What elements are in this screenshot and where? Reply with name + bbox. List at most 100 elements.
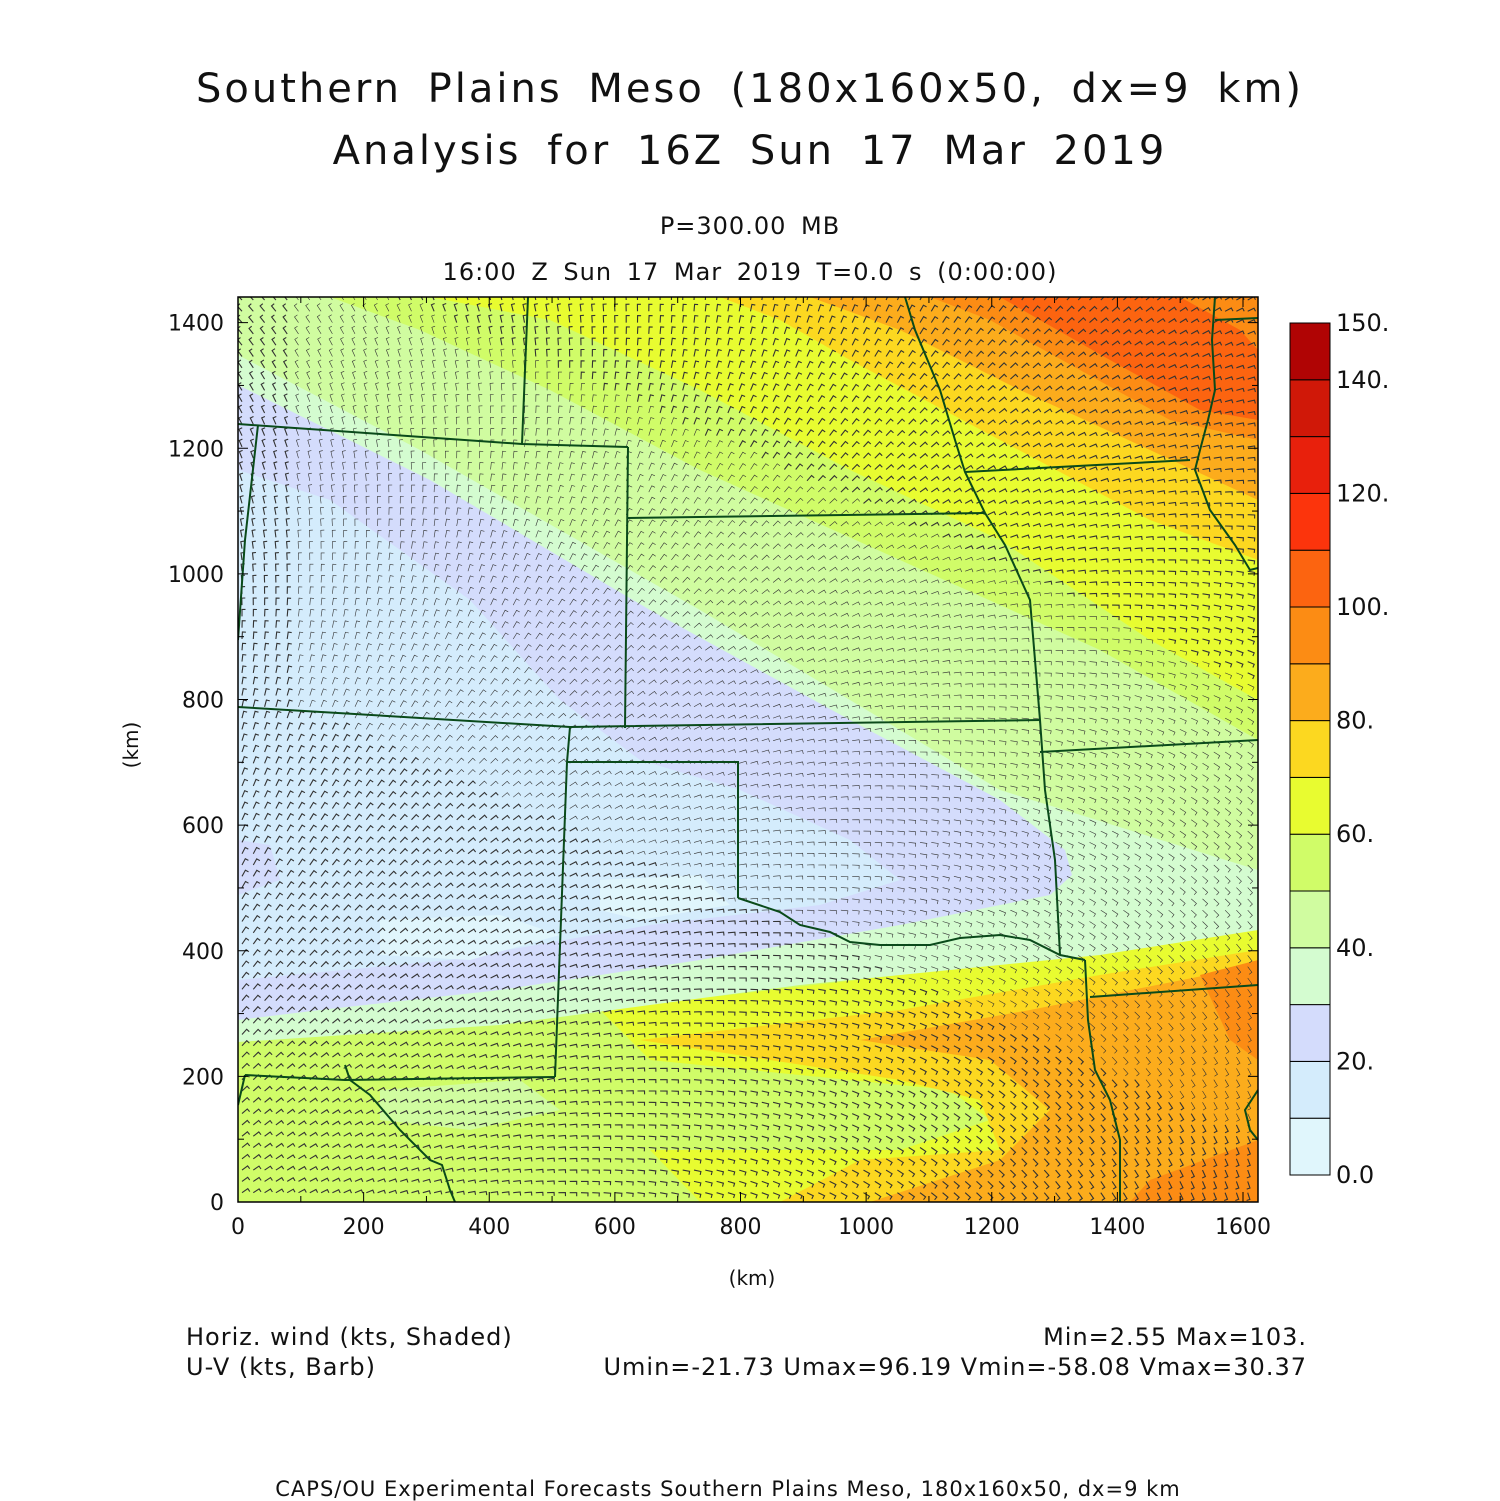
wind-barb <box>1066 500 1076 505</box>
wind-barb <box>1145 363 1155 369</box>
wind-barb <box>851 486 861 493</box>
wind-barb <box>908 475 917 482</box>
wind-barb <box>546 553 554 561</box>
wind-barb <box>1021 396 1030 403</box>
wind-barb <box>1066 534 1076 540</box>
wind-barb <box>1145 467 1155 472</box>
wind-barb <box>1145 306 1155 312</box>
wind-barb <box>716 554 725 561</box>
wind-barb <box>953 464 963 470</box>
shade-90-100 <box>1130 1140 1258 1202</box>
wind-barb <box>648 405 655 414</box>
wind-barb <box>466 394 471 402</box>
wind-barb <box>998 339 1007 346</box>
wind-barb <box>284 461 289 470</box>
wind-barb <box>353 461 358 470</box>
wind-barb <box>479 496 484 504</box>
wind-barb <box>319 473 324 481</box>
wind-barb <box>388 518 393 527</box>
wind-barb <box>976 316 984 323</box>
wind-barb <box>1134 352 1143 357</box>
wind-barb <box>1145 535 1154 541</box>
wind-barb <box>433 439 438 447</box>
wind-barb <box>1055 419 1064 425</box>
wind-barb <box>456 450 461 459</box>
wind-barb <box>874 429 883 436</box>
wind-barb <box>320 507 324 515</box>
wind-barb <box>329 382 334 391</box>
wind-barb <box>512 439 518 447</box>
wind-barb <box>1179 306 1189 312</box>
wind-barb <box>453 302 458 312</box>
wind-barb <box>727 360 734 368</box>
wind-barb <box>1134 512 1143 517</box>
wind-barb <box>896 349 905 357</box>
wind-barb <box>852 532 861 538</box>
wind-barb <box>942 521 951 527</box>
wind-barb <box>772 315 779 323</box>
wind-barb <box>524 484 530 493</box>
wind-barb <box>998 407 1008 414</box>
wind-barb <box>352 371 356 380</box>
wind-barb <box>239 529 245 538</box>
wind-barb <box>896 395 905 403</box>
wind-barb <box>1055 328 1064 335</box>
wind-barb <box>1134 386 1143 391</box>
wind-barb <box>1202 364 1211 369</box>
wind-barb <box>603 371 608 380</box>
wind-barb <box>294 325 299 335</box>
wind-barb <box>682 360 688 368</box>
wind-barb <box>648 371 654 380</box>
wind-barb <box>445 530 451 538</box>
wind-barb <box>648 315 653 323</box>
wind-barb <box>964 407 974 414</box>
wind-barb <box>930 487 940 493</box>
wind-barb <box>840 440 849 448</box>
wind-barb <box>716 440 723 448</box>
wind-barb <box>317 359 322 368</box>
wind-barb <box>1044 454 1053 459</box>
wind-barb <box>738 315 745 323</box>
wind-barb <box>862 315 870 323</box>
wind-barb <box>693 542 702 549</box>
wind-barb <box>863 463 872 470</box>
wind-barb <box>964 297 968 301</box>
wind-barb <box>397 359 402 368</box>
wind-barb <box>648 417 655 425</box>
wind-barb <box>840 429 849 436</box>
wind-barb <box>1009 339 1019 346</box>
wind-barb <box>385 337 390 346</box>
wind-barb <box>501 541 508 549</box>
wind-barb <box>942 464 951 470</box>
wind-barb <box>501 552 508 560</box>
wind-barb <box>987 465 997 470</box>
wind-barb <box>433 462 438 470</box>
wind-barb <box>919 430 928 437</box>
wind-barb <box>603 394 609 402</box>
wind-barb <box>976 297 980 301</box>
wind-barb <box>772 463 781 470</box>
wind-barb <box>908 464 917 470</box>
wind-barb <box>410 450 415 459</box>
wind-barb <box>795 417 803 425</box>
wind-barb <box>659 360 665 368</box>
wind-barb <box>772 520 781 527</box>
wind-barb <box>716 520 724 527</box>
wind-barb <box>374 337 379 346</box>
wind-barb <box>851 440 860 448</box>
wind-barb <box>648 485 656 493</box>
wind-barb <box>341 439 346 447</box>
wind-barb <box>1044 511 1053 516</box>
wind-barb <box>750 497 758 504</box>
wind-barb <box>693 485 701 493</box>
wind-barb <box>319 495 324 504</box>
wind-barb <box>433 484 439 493</box>
wind-barb <box>467 484 473 493</box>
wind-barb <box>512 462 518 470</box>
wind-barb <box>1236 399 1245 404</box>
wind-barb <box>625 337 631 346</box>
wind-barb <box>1100 546 1109 552</box>
wind-barb <box>603 360 608 368</box>
wind-barb <box>272 415 277 425</box>
wind-barb <box>908 315 916 323</box>
